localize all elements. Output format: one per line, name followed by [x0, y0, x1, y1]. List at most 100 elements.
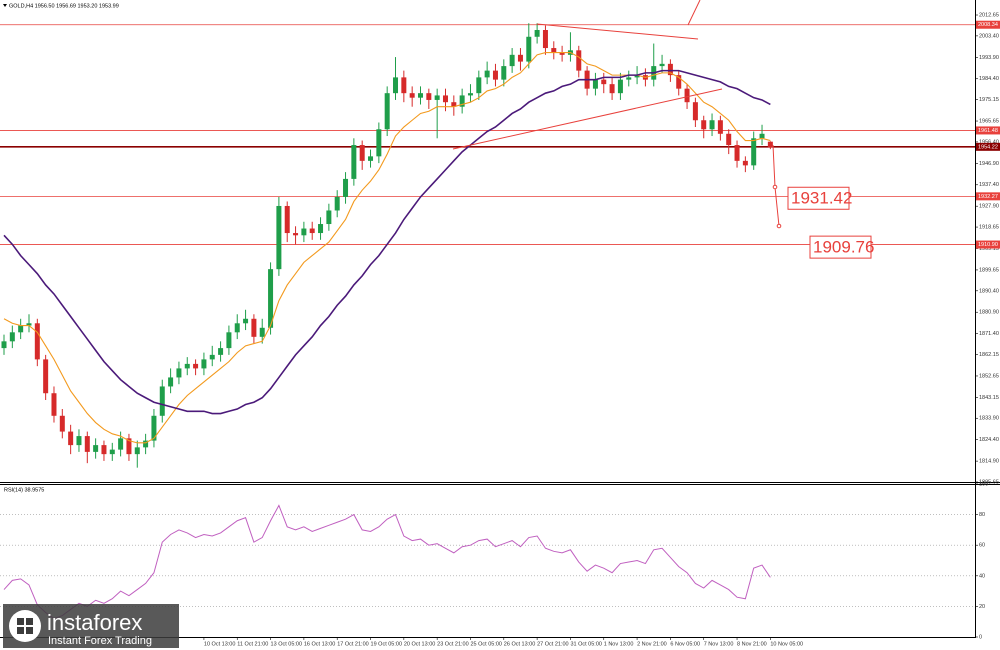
x-tick-label: 2 Nov 21:00: [637, 641, 667, 647]
candle-body: [9, 332, 15, 342]
candle-body: [426, 93, 432, 100]
candle-body: [343, 178, 349, 197]
candle-body: [201, 359, 207, 369]
x-tick-label: 10 Oct 13:00: [204, 641, 236, 647]
trend-line: [452, 88, 723, 150]
candle-body: [734, 145, 740, 161]
logo-part: [26, 627, 33, 634]
candle-body: [293, 233, 299, 236]
candle-body: [309, 228, 315, 234]
candle-body: [209, 354, 215, 360]
projection-point: [772, 184, 778, 190]
x-tick-label: 17 Oct 21:00: [337, 641, 369, 647]
x-tick-label: 31 Oct 05:00: [570, 641, 602, 647]
drawings: [452, 0, 782, 229]
candle-body: [251, 318, 257, 337]
candle-body: [84, 436, 90, 452]
candle-body: [268, 269, 274, 328]
rsi-header: RSI(14) 38.9575: [4, 487, 44, 493]
y-tick-label: 1984.40: [979, 76, 999, 82]
candle-body: [168, 377, 174, 387]
logo-part: [26, 618, 33, 625]
x-tick-label: 20 Oct 13:00: [404, 641, 436, 647]
trend-line: [687, 0, 701, 26]
trend-line: [536, 23, 699, 40]
y-tick-label: 20: [979, 604, 985, 610]
candle-body: [34, 323, 40, 360]
candle-body: [401, 77, 407, 94]
y-tick-label: 60: [979, 543, 985, 549]
x-tick-label: 7 Nov 13:00: [704, 641, 734, 647]
candle-body: [159, 386, 165, 416]
logo-icon: [9, 610, 41, 642]
price-level-tag: [976, 240, 1000, 249]
candle-body: [359, 145, 365, 161]
y-tick-label: 1843.15: [979, 395, 999, 401]
candle-body: [234, 323, 240, 333]
y-tick-label: 1993.90: [979, 55, 999, 61]
plot-area: 2012.65 2003.40 1993.90 1984.40 1975.15 1965.…: [0, 12, 1000, 647]
candle-body: [193, 363, 199, 369]
candle-body: [451, 102, 457, 107]
y-tick-label: 0: [979, 634, 982, 640]
y-tick-label: 1833.90: [979, 416, 999, 422]
candle-body: [368, 156, 374, 161]
candle-body: [276, 205, 282, 270]
price-level-tag: [976, 142, 1000, 151]
candle-body: [434, 95, 440, 100]
candle-body: [726, 133, 732, 146]
watermark-tagline: Instant Forex Trading: [48, 635, 152, 647]
candle-body: [51, 393, 57, 416]
candle-body: [318, 224, 324, 234]
candle-body: [243, 318, 249, 324]
y-tick-label: 1852.65: [979, 373, 999, 379]
target-label: 1909.76: [813, 238, 874, 257]
candle-body: [559, 52, 565, 55]
candle-body: [592, 79, 598, 89]
candle-body: [709, 120, 715, 130]
candle-body: [701, 120, 707, 130]
x-tick-label: 11 Oct 21:00: [237, 641, 268, 647]
candle-body: [617, 79, 623, 94]
chart-header: GOLD,H4 1956.50 1956.69 1953.20 1953.99: [9, 3, 119, 9]
candle-body: [1, 341, 7, 349]
candle-body: [301, 228, 307, 236]
y-tick-label: 1965.65: [979, 118, 999, 124]
candle-body: [601, 79, 607, 85]
price-level-tag: [976, 126, 1000, 135]
candle-body: [101, 445, 107, 455]
y-tick-label: 1918.65: [979, 225, 999, 231]
y-tick-label: 1956.40: [979, 139, 999, 145]
candle-body: [26, 323, 32, 326]
x-tick-label: 1 Nov 13:00: [604, 641, 634, 647]
y-tick-label: 1899.65: [979, 267, 999, 273]
candle-body: [118, 438, 124, 450]
candle-body: [109, 449, 115, 455]
x-tick-label: 23 Oct 21:00: [437, 641, 469, 647]
target-label: 1931.42: [791, 189, 852, 208]
x-tick-label: 26 Oct 13:00: [504, 641, 536, 647]
candle-body: [684, 88, 690, 103]
target-box: [809, 235, 872, 259]
y-tick-label: 1805.65: [979, 479, 999, 485]
price-level-label: 1954.22: [978, 144, 998, 150]
candle-body: [93, 445, 99, 452]
candle-body: [692, 102, 698, 121]
projection-point: [776, 223, 782, 229]
logo-part: [17, 618, 24, 625]
candle-body: [492, 70, 498, 80]
y-tick-label: 1909.15: [979, 246, 999, 252]
price-level-label: 1910.90: [978, 242, 998, 248]
price-level-label: 2008.34: [978, 22, 998, 28]
candle-body: [18, 325, 24, 333]
x-tick-label: 19 Oct 05:00: [371, 641, 403, 647]
candle-body: [534, 30, 540, 37]
candle-body: [176, 368, 182, 378]
candle-body: [542, 30, 548, 49]
candle-body: [717, 120, 723, 134]
candle-body: [218, 348, 224, 355]
y-tick-label: 1814.90: [979, 459, 999, 465]
candle-body: [759, 133, 765, 139]
candle-body: [517, 54, 523, 62]
